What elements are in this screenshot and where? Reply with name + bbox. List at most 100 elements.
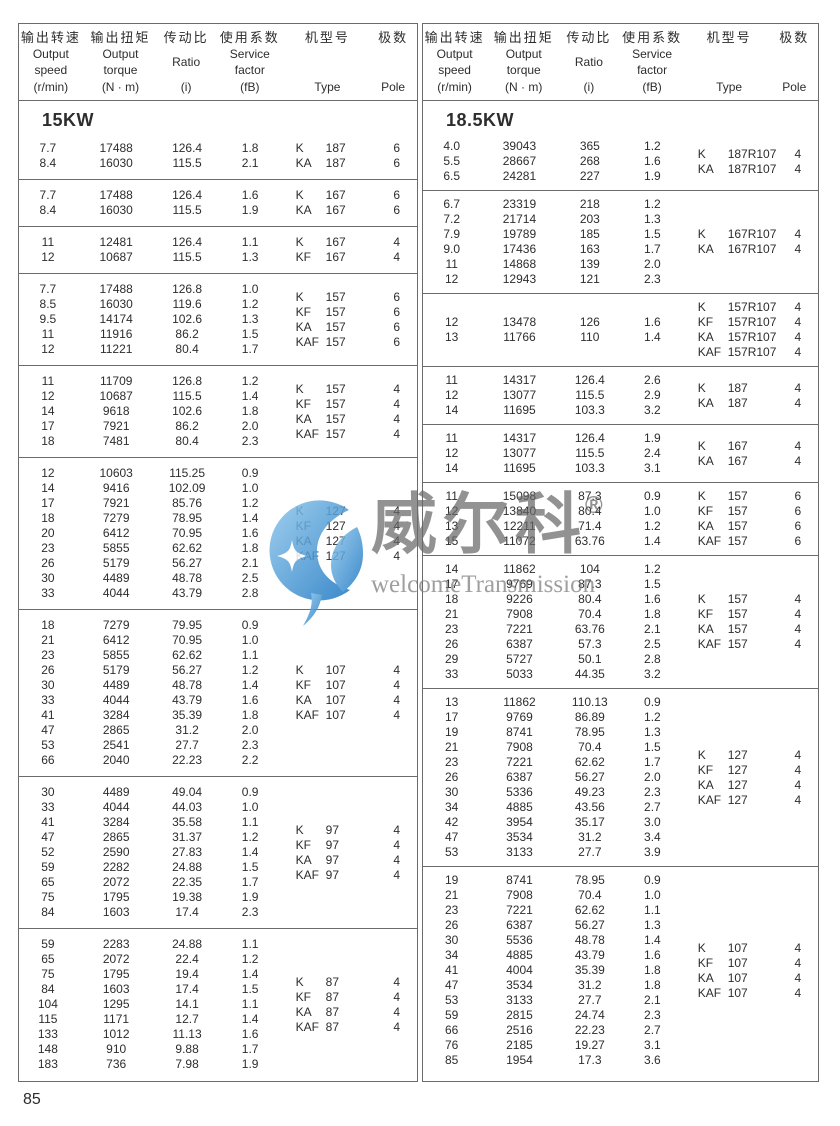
ratio-value: 103.3 [574, 403, 605, 417]
factor-value: 1.3 [241, 312, 259, 326]
type-prefix: KA [295, 1004, 312, 1019]
header-label: 输出转速 [20, 30, 81, 45]
torque-value: 10603 [99, 466, 133, 480]
type-grid: K 157 6 KF 157 6 KA 157 6 KAF 157 6 [684, 489, 818, 549]
speed-value: 30 [41, 571, 55, 585]
factor-value: 1.2 [644, 562, 661, 576]
type-prefix: KF [295, 678, 312, 692]
type-label: K 157 [282, 382, 377, 397]
numeric-grid: 14 11862 104 1.2 17 9769 87.3 1.5 18 9226 80.4 1.6 2… [423, 562, 684, 682]
type-label: KAF 157 [684, 534, 778, 549]
type-label: K 107 [684, 941, 778, 956]
torque-value: 1795 [102, 890, 130, 904]
type-model: 157R107 [727, 315, 777, 329]
type-label: K 157 [282, 290, 377, 305]
ratio-value: 35.58 [172, 815, 203, 829]
type-grid: K 97 4 KF 97 4 KA 97 4 KAF 97 4 [282, 823, 417, 883]
ratio-value: 102.6 [172, 404, 203, 418]
factor-value: 1.2 [241, 952, 259, 966]
type-label: KF 167 [282, 250, 377, 265]
pole-value: 6 [393, 289, 401, 304]
ratio-value: 62.62 [574, 903, 605, 917]
speed-value: 12 [444, 504, 459, 518]
type-label: KAF 157 [282, 335, 377, 350]
ratio-value: 80.4 [578, 592, 602, 606]
torque-value: 1603 [102, 982, 130, 996]
speed-value: 115 [38, 1012, 58, 1026]
torque-value: 12481 [99, 235, 133, 249]
header-label: (fB) [642, 79, 662, 94]
type-prefix: KF [697, 315, 714, 329]
spec-section: 7.7 17488 126.4 1.8 8.4 16030 115.5 2.1 K 187 6 KA 1… [19, 133, 417, 179]
speed-value: 30 [444, 785, 459, 799]
torque-value: 11709 [99, 374, 133, 388]
type-label: K 107 [282, 663, 377, 678]
ratio-value: 163 [579, 242, 600, 256]
pole-value: 4 [393, 396, 401, 411]
torque-value: 2865 [102, 830, 130, 844]
torque-value: 1171 [103, 1012, 130, 1026]
speed-value: 26 [444, 637, 459, 651]
speed-value: 23 [41, 648, 55, 662]
speed-value: 9.5 [39, 312, 57, 326]
pole-value: 4 [794, 227, 802, 241]
type-prefix: KF [697, 955, 714, 970]
speed-value: 12 [41, 466, 55, 480]
ratio-value: 63.76 [574, 622, 605, 636]
page-number: 85 [23, 1091, 41, 1108]
torque-value: 11072 [503, 534, 536, 548]
header-cell: 输出转速 Output speed (r/min) [423, 30, 486, 95]
type-model: 187 [325, 141, 346, 155]
ratio-value: 115.5 [575, 446, 605, 460]
type-prefix: K [295, 503, 304, 518]
ratio-value: 35.17 [574, 815, 605, 829]
speed-value: 47 [41, 830, 55, 844]
factor-value: 1.6 [241, 188, 259, 202]
ratio-value: 19.27 [574, 1038, 605, 1052]
ratio-value: 126.4 [172, 188, 203, 202]
pole-value: 4 [393, 503, 401, 518]
ratio-value: 31.2 [578, 978, 602, 992]
ratio-value: 17.3 [578, 1053, 602, 1067]
type-prefix: K [295, 141, 304, 155]
type-prefix: KA [697, 622, 714, 636]
type-label: KA 187 [282, 156, 377, 171]
type-grid: K 157 6 KF 157 6 KA 157 6 KAF 157 6 [282, 290, 417, 350]
factor-value: 1.5 [241, 982, 259, 996]
type-prefix: KF [697, 607, 714, 621]
speed-value: 52 [41, 845, 55, 859]
type-label: KF 107 [282, 678, 377, 693]
ratio-value: 19.4 [175, 967, 199, 981]
pole-value: 6 [794, 489, 802, 503]
factor-value: 2.1 [241, 556, 259, 570]
ratio-value: 31.2 [578, 830, 602, 844]
factor-value: 1.1 [241, 937, 259, 951]
pole-value: 6 [794, 534, 802, 548]
torque-value: 11695 [503, 403, 536, 417]
type-model: 97 [325, 837, 340, 852]
torque-value: 9769 [506, 710, 533, 724]
factor-value: 3.0 [644, 815, 661, 829]
torque-value: 17436 [502, 242, 537, 256]
pole-value: 4 [393, 250, 401, 264]
speed-value: 41 [41, 708, 55, 722]
speed-value: 53 [444, 845, 459, 859]
type-prefix: KA [295, 156, 312, 170]
speed-value: 5.5 [443, 154, 461, 168]
torque-value: 6387 [506, 918, 533, 932]
ratio-value: 43.79 [172, 586, 203, 600]
torque-value: 1795 [102, 967, 130, 981]
factor-value: 2.4 [644, 446, 661, 460]
ratio-value: 86.2 [175, 419, 199, 433]
pole-value: 4 [393, 1004, 401, 1019]
type-model: 127 [727, 792, 748, 807]
pole-value: 4 [794, 330, 802, 344]
factor-value: 1.7 [644, 242, 661, 256]
type-prefix: KF [295, 989, 312, 1004]
numeric-grid: 11 15098 87.3 0.9 12 13840 80.4 1.0 13 12211 71.4 1… [423, 489, 684, 549]
torque-value: 23319 [502, 197, 537, 211]
ratio-value: 365 [579, 139, 600, 153]
torque-value: 3534 [506, 830, 533, 844]
pole-value: 4 [794, 607, 802, 621]
type-label: KA 157 [684, 622, 778, 637]
